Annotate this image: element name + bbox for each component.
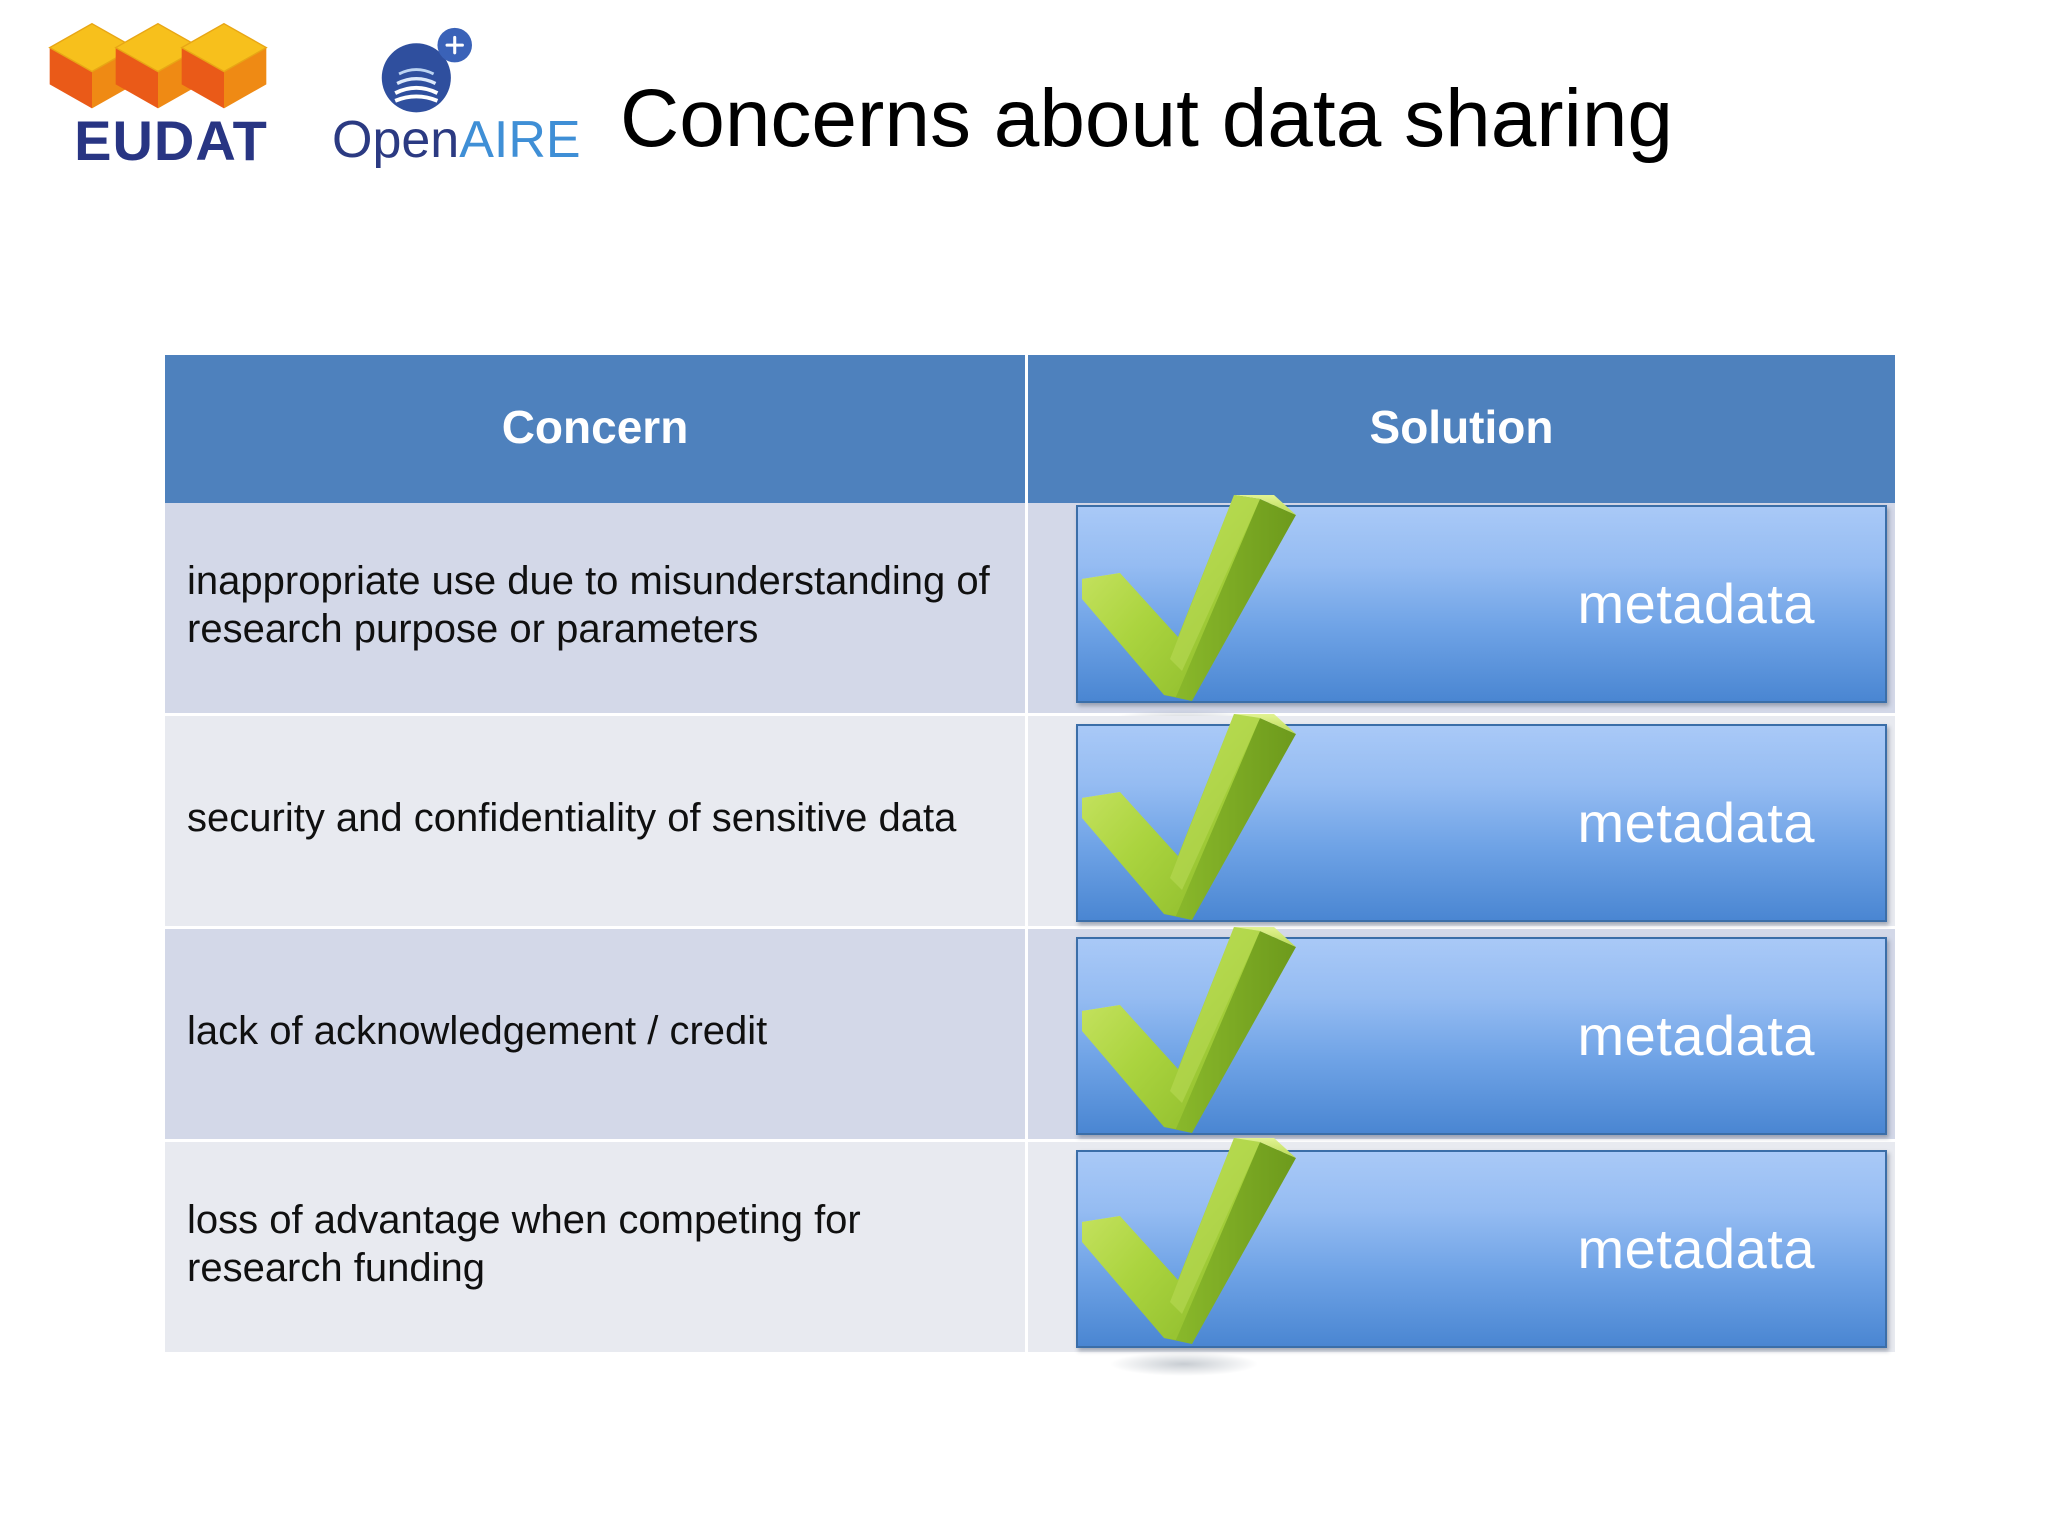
concern-cell: security and confidentiality of sensitiv…	[165, 716, 1028, 929]
concern-cell: lack of acknowledgement / credit	[165, 929, 1028, 1142]
openaire-logo: OpenAIRE	[332, 22, 581, 182]
concern-cell: inappropriate use due to misunderstandin…	[165, 503, 1028, 716]
column-header-concern: Concern	[165, 355, 1028, 503]
cube-icon	[180, 22, 268, 109]
logo-bar: EUDAT OpenAIRE	[46, 18, 581, 182]
openaire-mark-icon	[381, 27, 472, 113]
page-title: Concerns about data sharing	[620, 73, 1674, 164]
solution-cell: metadata	[1028, 1138, 1895, 1376]
solution-stage: metadata	[1028, 1138, 1895, 1376]
metadata-label: metadata	[1577, 572, 1815, 635]
table-row: loss of advantage when competing for res…	[165, 1138, 1895, 1376]
metadata-label: metadata	[1577, 791, 1815, 854]
openaire-wordmark: OpenAIRE	[332, 110, 581, 170]
solution-cell: metadata	[1028, 714, 1895, 952]
metadata-card[interactable]: metadata	[1076, 937, 1887, 1135]
eudat-wordmark: EUDAT	[74, 109, 268, 172]
table-row: inappropriate use due to misunderstandin…	[165, 495, 1895, 733]
eudat-logo: EUDAT	[46, 18, 296, 178]
table-row: security and confidentiality of sensitiv…	[165, 714, 1895, 952]
solution-cell: metadata	[1028, 927, 1895, 1165]
table-header-row: Concern Solution	[165, 355, 1895, 503]
concern-cell: loss of advantage when competing for res…	[165, 1142, 1028, 1355]
concerns-solutions-table: Concern Solution inappropriate use due t…	[165, 355, 1895, 1376]
openaire-word-aire: AIRE	[459, 111, 581, 169]
solution-cell: metadata	[1028, 495, 1895, 733]
solution-stage: metadata	[1028, 714, 1895, 952]
solution-stage: metadata	[1028, 495, 1895, 733]
metadata-label: metadata	[1577, 1004, 1815, 1067]
solution-stage: metadata	[1028, 927, 1895, 1165]
metadata-card[interactable]: metadata	[1076, 724, 1887, 922]
metadata-label: metadata	[1577, 1217, 1815, 1280]
table-row: lack of acknowledgement / credit metadat…	[165, 927, 1895, 1165]
openaire-word-open: Open	[332, 111, 460, 169]
metadata-card[interactable]: metadata	[1076, 1150, 1887, 1348]
column-header-solution: Solution	[1028, 355, 1895, 503]
metadata-card[interactable]: metadata	[1076, 505, 1887, 703]
eudat-cubes-icon	[46, 18, 296, 118]
